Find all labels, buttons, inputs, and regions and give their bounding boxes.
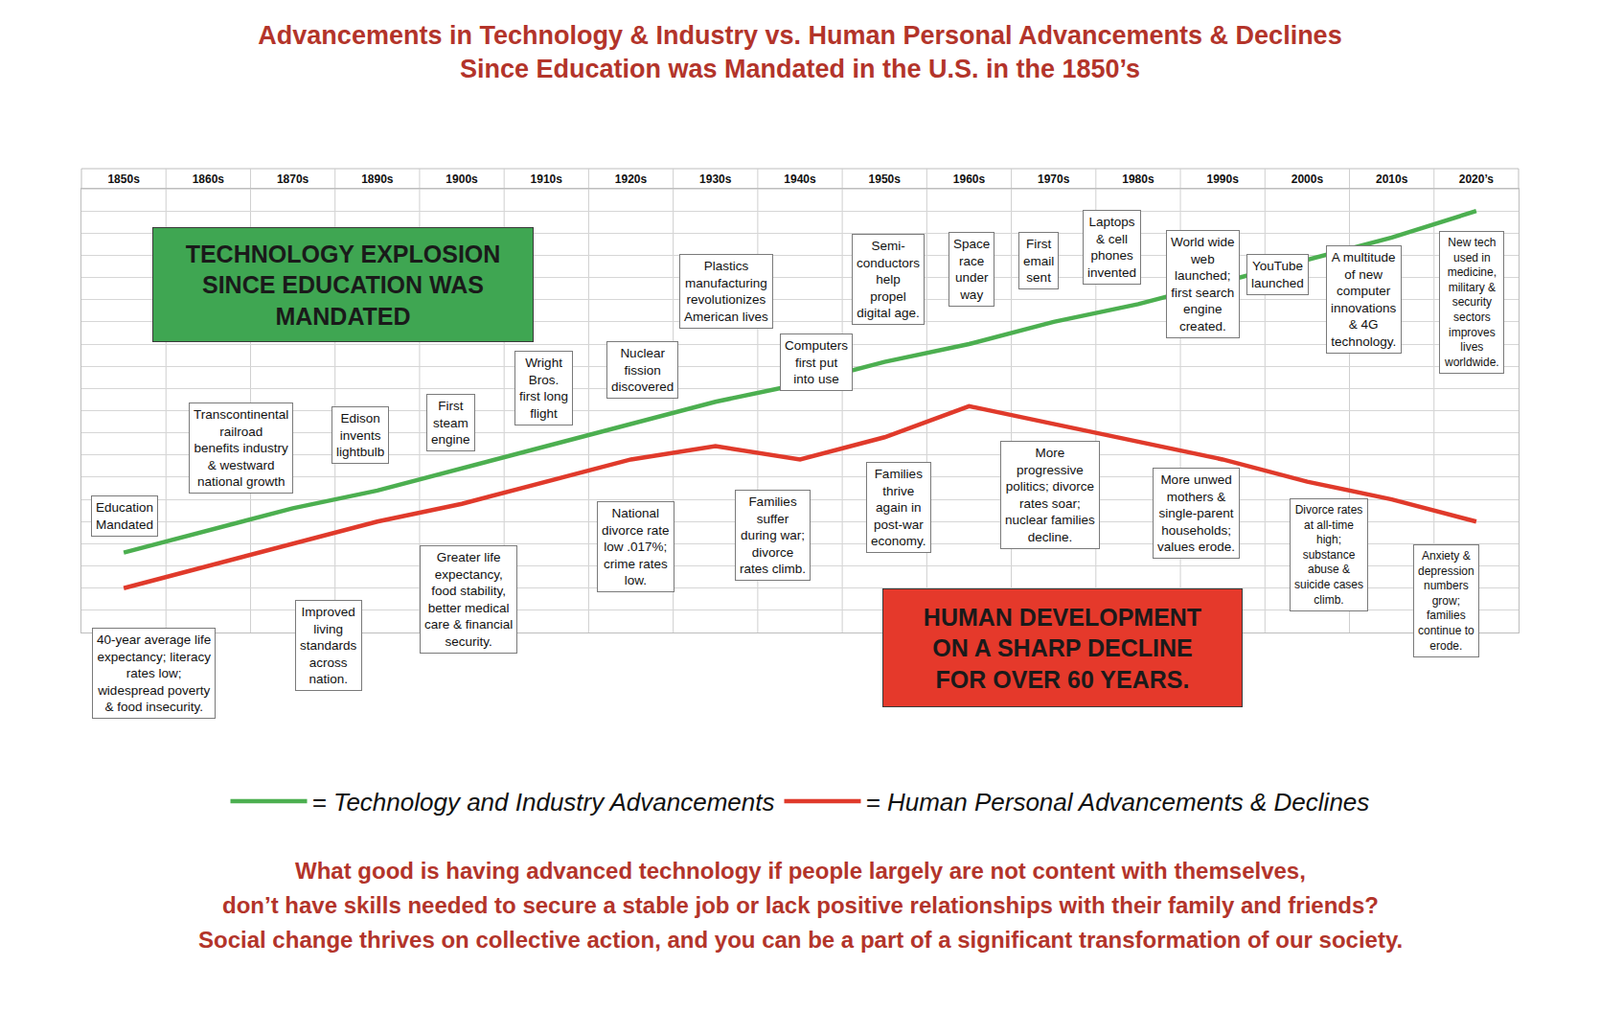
svg-text:Anxiety &depressionnumbersgrow: Anxiety &depressionnumbersgrow;familiesc… <box>1417 548 1475 653</box>
svg-text:1890s: 1890s <box>361 172 394 186</box>
svg-text:2020’s: 2020’s <box>1459 172 1495 186</box>
svg-text:2000s: 2000s <box>1291 172 1325 186</box>
svg-text:TECHNOLOGY EXPLOSIONSINCE EDUC: TECHNOLOGY EXPLOSIONSINCE EDUCATION WASM… <box>185 240 502 330</box>
svg-text:Nationaldivorce ratelow .017%;: Nationaldivorce ratelow .017%;crime rate… <box>601 505 670 588</box>
svg-text:Computersfirst putinto use: Computersfirst putinto use <box>784 338 848 387</box>
svg-text:World wideweblaunched;first se: World wideweblaunched;first searchengine… <box>1170 234 1235 334</box>
svg-text:1920s: 1920s <box>615 172 648 186</box>
svg-text:1860s: 1860s <box>192 172 226 186</box>
svg-text:2010s: 2010s <box>1375 172 1409 186</box>
svg-text:Plasticsmanufacturingrevolutio: PlasticsmanufacturingrevolutionizesAmeri… <box>684 258 769 324</box>
svg-text:Advancements in Technology & I: Advancements in Technology & Industry vs… <box>257 21 1342 84</box>
svg-text:Nuclearfissiondiscovered: Nuclearfissiondiscovered <box>611 345 674 394</box>
svg-text:WrightBros.first longflight: WrightBros.first longflight <box>519 355 569 421</box>
svg-text:Edisoninventslightbulb: Edisoninventslightbulb <box>336 411 385 459</box>
svg-text:Laptops& cellphonesinvented: Laptops& cellphonesinvented <box>1087 214 1137 280</box>
svg-text:EducationMandated: EducationMandated <box>95 500 154 532</box>
svg-text:Divorce ratesat all-timehigh;s: Divorce ratesat all-timehigh;substanceab… <box>1294 502 1364 607</box>
svg-text:Moreprogressivepolitics; divor: Moreprogressivepolitics; divorcerates so… <box>1005 445 1096 545</box>
svg-text:1980s: 1980s <box>1121 172 1155 186</box>
svg-text:Semi-conductorshelppropeldigit: Semi-conductorshelppropeldigital age. <box>856 238 920 320</box>
svg-text:Familiessufferduring war;divor: Familiessufferduring war;divorcerates cl… <box>739 494 806 576</box>
svg-text:What good is having advanced t: What good is having advanced technology … <box>295 857 1306 884</box>
svg-text:1850s: 1850s <box>107 172 140 186</box>
svg-text:= Human Personal Advancements: = Human Personal Advancements & Declines <box>866 787 1371 817</box>
svg-text:Transcontinentalrailroadbenefi: Transcontinentalrailroadbenefits industr… <box>193 407 289 489</box>
svg-text:Firststeamengine: Firststeamengine <box>431 398 471 447</box>
svg-text:1910s: 1910s <box>530 172 564 186</box>
svg-text:don’t have skills needed to se: don’t have skills needed to secure a sta… <box>222 891 1379 918</box>
svg-text:1950s: 1950s <box>868 172 902 186</box>
svg-text:1900s: 1900s <box>445 172 479 186</box>
svg-text:1870s: 1870s <box>276 172 310 186</box>
svg-text:1930s: 1930s <box>699 172 732 186</box>
svg-text:HUMAN DEVELOPMENTON A SHARP DE: HUMAN DEVELOPMENTON A SHARP DECLINEFOR O… <box>923 603 1202 693</box>
svg-text:1970s: 1970s <box>1037 172 1071 186</box>
svg-text:Greater lifeexpectancy,food st: Greater lifeexpectancy,food stability,be… <box>424 549 513 649</box>
svg-text:Firstemailsent: Firstemailsent <box>1023 236 1054 285</box>
svg-text:Improvedlivingstandardsacrossn: Improvedlivingstandardsacrossnation. <box>299 604 358 686</box>
svg-text:Familiesthriveagain inpost-war: Familiesthriveagain inpost-wareconomy. <box>870 466 927 549</box>
svg-text:1960s: 1960s <box>953 172 986 186</box>
svg-text:YouTubelaunched: YouTubelaunched <box>1251 258 1304 291</box>
svg-text:A multitudeof newcomputerinnov: A multitudeof newcomputerinnovations& 4G… <box>1330 250 1397 349</box>
svg-text:1990s: 1990s <box>1206 172 1239 186</box>
svg-text:Social change thrives on colle: Social change thrives on collective acti… <box>198 926 1403 953</box>
svg-text:Spaceraceunderway: Spaceraceunderway <box>953 236 990 302</box>
svg-text:1940s: 1940s <box>783 172 817 186</box>
svg-text:New techused inmedicine,milita: New techused inmedicine,military &securi… <box>1443 235 1500 369</box>
svg-text:= Technology and Industry Adva: = Technology and Industry Advancements <box>312 787 776 817</box>
svg-text:40-year average lifeexpectancy: 40-year average lifeexpectancy; literacy… <box>96 632 211 714</box>
svg-text:More unwedmothers &single-pare: More unwedmothers &single-parenthousehol… <box>1157 472 1235 554</box>
